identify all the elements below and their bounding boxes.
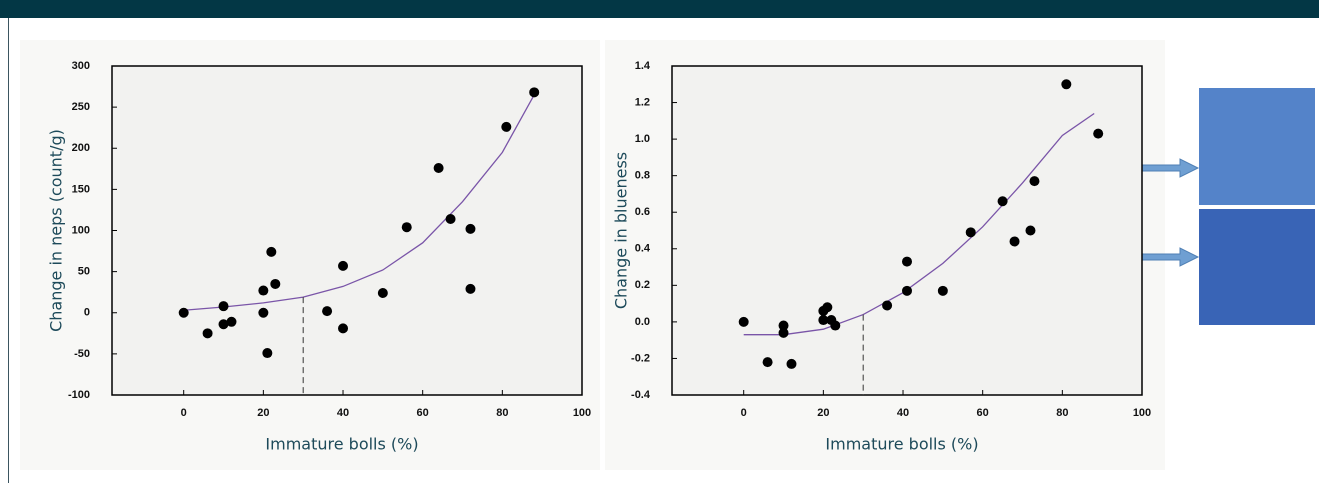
- y-tick-label: 250: [72, 101, 90, 113]
- x-tick-label: 40: [897, 407, 909, 419]
- point: [218, 301, 229, 312]
- x-axis-label: Immature bolls (%): [825, 435, 978, 454]
- x-tick-label: 60: [417, 407, 429, 419]
- fit-curve: [183, 94, 535, 311]
- y-axis-label: Change in neps (count/g): [47, 129, 66, 332]
- y-tick-label: 0.8: [635, 170, 650, 182]
- point: [262, 348, 273, 359]
- point: [501, 121, 512, 132]
- point: [1025, 225, 1036, 236]
- x-tick-label: 100: [573, 407, 591, 419]
- swatch-light: [1199, 88, 1315, 205]
- point: [965, 227, 976, 238]
- y-tick-label: -50: [74, 348, 90, 360]
- point: [778, 320, 789, 331]
- point: [902, 256, 912, 267]
- point: [738, 316, 749, 327]
- y-axis-label: Change in blueness: [612, 152, 631, 309]
- y-tick-label: -100: [68, 389, 90, 401]
- y-tick-label: -0.4: [631, 389, 651, 401]
- point: [218, 319, 229, 330]
- x-tick-label: 100: [1133, 407, 1151, 419]
- point: [266, 246, 277, 257]
- point: [997, 196, 1008, 207]
- point: [786, 358, 797, 369]
- point: [258, 307, 269, 318]
- x-tick-label: 0: [741, 407, 747, 419]
- x-tick-label: 80: [1056, 407, 1068, 419]
- point: [937, 285, 948, 296]
- point: [338, 323, 349, 334]
- y-tick-label: 300: [72, 60, 90, 72]
- point: [830, 320, 841, 331]
- x-axis-label: Immature bolls (%): [265, 435, 418, 454]
- point: [822, 302, 833, 313]
- y-tick-label: 100: [72, 224, 90, 236]
- point: [529, 87, 540, 98]
- y-tick-label: 0.2: [635, 279, 650, 291]
- y-tick-label: -0.2: [631, 352, 650, 364]
- point: [401, 222, 412, 233]
- point: [778, 327, 789, 338]
- y-tick-label: 50: [78, 266, 90, 278]
- y-tick-label: 0.0: [635, 316, 650, 328]
- point: [433, 162, 444, 173]
- point: [377, 288, 388, 299]
- x-tick-label: 20: [817, 407, 829, 419]
- point: [902, 285, 912, 296]
- point: [202, 328, 213, 339]
- x-tick-label: 20: [257, 407, 269, 419]
- point: [882, 300, 893, 311]
- point: [445, 213, 456, 224]
- plot-area: [111, 65, 583, 396]
- point: [1009, 236, 1020, 247]
- y-tick-label: 200: [72, 142, 90, 154]
- plot-area: [671, 65, 1143, 396]
- point: [226, 316, 237, 327]
- header-bar: [0, 0, 1319, 18]
- x-tick-label: 0: [181, 407, 187, 419]
- point: [258, 285, 269, 296]
- y-tick-label: 0.4: [635, 243, 651, 255]
- point: [1061, 79, 1072, 90]
- y-tick-label: 0: [84, 307, 90, 319]
- y-tick-label: 1.2: [635, 96, 650, 108]
- point: [178, 307, 189, 318]
- fit-curve: [743, 112, 1095, 336]
- point: [1029, 176, 1040, 187]
- y-tick-label: 1.4: [635, 60, 651, 72]
- swatch-dark: [1199, 209, 1315, 325]
- point: [762, 357, 773, 368]
- y-tick-label: 0.6: [635, 206, 650, 218]
- x-tick-label: 40: [337, 407, 349, 419]
- point: [465, 283, 476, 294]
- point: [338, 260, 349, 271]
- x-tick-label: 80: [496, 407, 508, 419]
- point: [1093, 128, 1104, 139]
- point: [270, 278, 281, 289]
- y-tick-label: 150: [72, 183, 90, 195]
- y-tick-label: 1.0: [635, 133, 650, 145]
- point: [322, 306, 333, 317]
- x-tick-label: 60: [977, 407, 989, 419]
- point: [465, 223, 476, 234]
- point: [818, 315, 829, 326]
